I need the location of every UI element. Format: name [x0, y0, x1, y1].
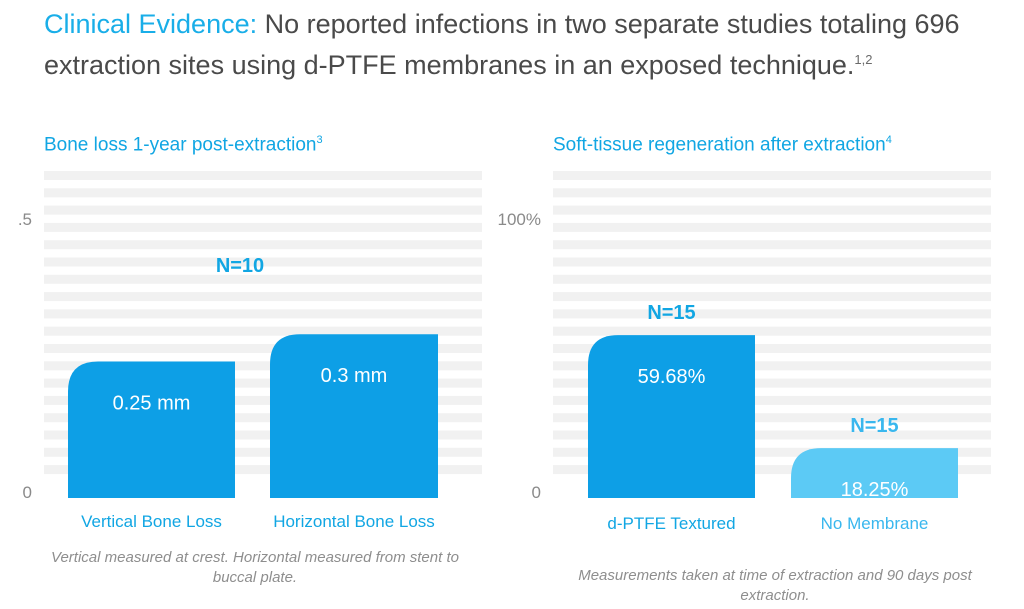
chart2-bar [588, 335, 755, 498]
chart1-grid-stripe [44, 447, 482, 457]
chart2-n-annotation: N=15 [647, 302, 695, 324]
soft-tissue-chart: 100% 0 59.68% d-PTFE Textured N=15 18.25% No M… [498, 171, 991, 533]
chart1-grid-stripe [44, 413, 482, 423]
chart1-n-annotation: N=10 [216, 255, 264, 277]
chart1-ytick-label: 0 [23, 483, 32, 502]
chart2-grid-stripe [553, 188, 991, 198]
chart1-grid-stripe [44, 465, 482, 475]
chart2-ytick-label: 100% [498, 210, 541, 229]
headline-text: No reported infections in two separate s… [44, 9, 960, 80]
chart1-category-label: Vertical Bone Loss [81, 512, 222, 531]
chart2-grid-stripe [553, 240, 991, 250]
chart1-grid-stripe [44, 361, 482, 371]
chart2-data-label: 59.68% [638, 366, 706, 388]
chart1-data-label: 0.25 mm [113, 393, 191, 415]
chart2-bar [791, 448, 958, 498]
headline-superscript: 1,2 [854, 52, 873, 67]
chart2-grid-stripe [553, 413, 991, 423]
chart1-grid-stripe [44, 240, 482, 250]
chart1-category-label: Horizontal Bone Loss [273, 512, 435, 531]
chart1-grid-stripe [44, 274, 482, 284]
chart2-n-annotation: N=15 [850, 415, 898, 437]
chart1-grid-stripe [44, 292, 482, 302]
chart1-grid-stripe [44, 257, 482, 267]
chart2-category-label: No Membrane [821, 514, 929, 533]
chart1-bar [68, 361, 235, 498]
chart2-grid-stripe [553, 326, 991, 336]
chart1-grid-stripe [44, 395, 482, 405]
chart1-title: Bone loss 1-year post-extraction3 [44, 134, 323, 156]
chart1-caption: Vertical measured at crest. Horizontal m… [51, 549, 459, 586]
chart1-grid-stripe [44, 309, 482, 319]
chart1-bar [270, 334, 438, 498]
page-headline: Clinical Evidence: No reported infection… [44, 6, 994, 83]
chart1-grid-stripe [44, 430, 482, 440]
chart1-grid-stripe [44, 378, 482, 388]
chart2-grid-stripe [553, 171, 991, 180]
chart2-grid-stripe [553, 344, 991, 353]
chart1-grid-stripe [44, 326, 482, 336]
chart2-ytick-label: 0 [532, 483, 541, 502]
chart2-grid-stripe [553, 395, 991, 405]
chart1-title-superscript: 3 [316, 134, 323, 146]
chart2-data-label: 18.25% [841, 479, 909, 501]
chart1-grid-stripe [44, 344, 482, 353]
chart2-grid-stripe [553, 205, 991, 215]
chart2-grid-stripe [553, 430, 991, 440]
bone-loss-chart: .5 0 0.25 mm Vertical Bone Loss 0.3 mm Horizo… [18, 171, 482, 531]
chart1-grid-stripe [44, 171, 482, 180]
chart2-grid-stripe [553, 292, 991, 302]
chart1-ytick-label: .5 [18, 210, 32, 229]
chart1-grid-stripe [44, 188, 482, 198]
chart2-grid-stripe [553, 465, 991, 475]
chart2-grid-stripe [553, 309, 991, 319]
headline-lead: Clinical Evidence: [44, 9, 258, 39]
chart2-grid-stripe [553, 447, 991, 457]
chart2-grid-stripe [553, 378, 991, 388]
chart2-title-superscript: 4 [885, 134, 892, 146]
chart2-grid-stripe [553, 257, 991, 267]
chart2-grid-stripe [553, 222, 991, 232]
chart2-title: Soft-tissue regeneration after extractio… [553, 134, 892, 156]
chart1-data-label: 0.3 mm [321, 365, 388, 387]
chart2-caption: Measurements taken at time of extraction… [578, 567, 972, 604]
chart1-grid-stripe [44, 222, 482, 232]
chart2-grid-stripe [553, 274, 991, 284]
chart1-grid-stripe [44, 205, 482, 215]
chart2-grid-stripe [553, 361, 991, 371]
chart2-category-label: d-PTFE Textured [607, 514, 735, 533]
